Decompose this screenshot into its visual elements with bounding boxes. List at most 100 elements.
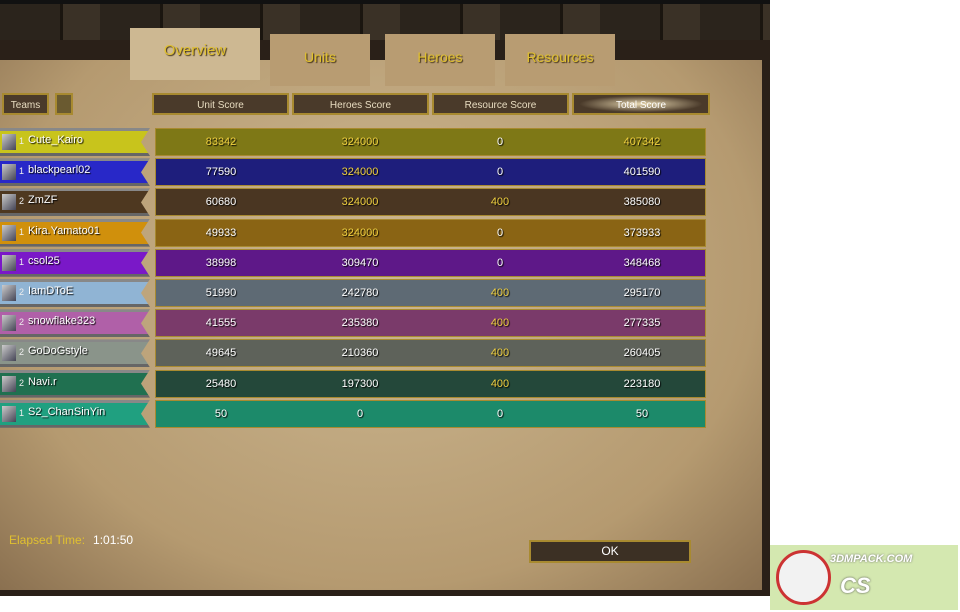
unit-score: 49645 [205, 347, 237, 360]
race-icon [2, 254, 16, 271]
player-name: Cute_Kairo [28, 134, 84, 146]
heroes-score: 0 [356, 407, 364, 420]
player-row: 2 snowflake323 41555 235380 400 277335 [0, 309, 708, 338]
unit-score: 49933 [205, 226, 237, 239]
total-score: 277335 [623, 317, 661, 330]
watermark-text: CS [840, 573, 871, 598]
player-name-bar: 2 IamDToE [0, 279, 150, 307]
player-name: IamDToE [28, 285, 74, 297]
player-name-bar: 1 csol25 [0, 248, 150, 277]
total-score: 348468 [623, 256, 661, 269]
player-row: 1 Kira.Yamato01 49933 324000 0 373933 [0, 218, 708, 247]
column-unit-score[interactable]: Unit Score [152, 93, 289, 115]
total-score: 401590 [623, 166, 661, 179]
player-name: ZmZF [28, 194, 58, 207]
team-number: 1 [19, 226, 25, 237]
total-score: 385080 [623, 196, 661, 209]
player-row: 2 Navi.r 25480 197300 400 223180 [0, 369, 708, 398]
score-bar: 51990 242780 400 295170 [155, 279, 706, 307]
elapsed-value: 1:01:50 [93, 533, 134, 547]
player-row: 1 S2_ChanSinYin 50 0 0 50 [0, 399, 708, 428]
player-name-bar: 1 S2_ChanSinYin [0, 399, 150, 428]
race-icon [2, 405, 16, 422]
column-total-score[interactable]: Total Score [572, 93, 710, 115]
race-icon [2, 134, 16, 150]
score-bar: 49933 324000 0 373933 [155, 218, 706, 247]
player-name: Kira.Yamato01 [28, 224, 100, 237]
team-number: 2 [19, 377, 25, 388]
score-bar: 60680 324000 400 385080 [155, 188, 706, 217]
player-name: blackpearl02 [28, 164, 91, 177]
race-icon [2, 375, 16, 392]
tab-heroes[interactable]: Heroes [385, 34, 495, 86]
heroes-score: 324000 [341, 226, 379, 239]
team-number: 1 [19, 166, 25, 177]
unit-score: 41555 [205, 317, 237, 330]
player-name-bar: 2 snowflake323 [0, 309, 150, 338]
column-heroes-score[interactable]: Heroes Score [292, 93, 429, 115]
player-row: 2 IamDToE 51990 242780 400 295170 [0, 279, 708, 307]
team-number: 1 [19, 136, 25, 146]
elapsed-time: Elapsed Time: 1:01:50 [9, 533, 133, 547]
unit-score: 77590 [205, 166, 237, 179]
unit-score: 60680 [205, 196, 237, 209]
unit-score: 50 [214, 407, 228, 420]
team-toggle-icon[interactable] [55, 93, 73, 115]
player-name-bar: 2 Navi.r [0, 369, 150, 398]
unit-score: 38998 [205, 256, 237, 269]
elapsed-label: Elapsed Time: [9, 533, 86, 547]
ok-button[interactable]: OK [529, 540, 691, 563]
unit-score: 51990 [205, 287, 237, 299]
tab-overview[interactable]: Overview [130, 28, 260, 80]
team-number: 2 [19, 347, 25, 358]
resource-score: 400 [490, 287, 510, 299]
heroes-score: 324000 [341, 136, 379, 148]
resource-score: 0 [496, 256, 504, 269]
tab-resources[interactable]: Resources [505, 34, 615, 86]
heroes-score: 242780 [341, 287, 379, 299]
watermark-logo: 3DMPACK.COM CS [770, 545, 958, 610]
score-bar: 49645 210360 400 260405 [155, 339, 706, 368]
total-score: 295170 [623, 287, 661, 299]
heroes-score: 235380 [341, 317, 379, 330]
wood-frame [0, 0, 770, 40]
resource-score: 0 [496, 407, 504, 420]
column-resource-score[interactable]: Resource Score [432, 93, 569, 115]
heroes-score: 197300 [341, 377, 379, 390]
resource-score: 0 [496, 166, 504, 179]
score-bar: 38998 309470 0 348468 [155, 248, 706, 277]
score-bar: 41555 235380 400 277335 [155, 309, 706, 338]
player-name: S2_ChanSinYin [28, 405, 106, 418]
resource-score: 400 [490, 377, 510, 390]
race-icon [2, 315, 16, 332]
race-icon [2, 224, 16, 241]
total-score: 373933 [623, 226, 661, 239]
score-bar: 25480 197300 400 223180 [155, 369, 706, 398]
player-name: Navi.r [28, 375, 57, 388]
teams-button[interactable]: Teams [2, 93, 49, 115]
player-row: 1 csol25 38998 309470 0 348468 [0, 248, 708, 277]
heroes-score: 324000 [341, 196, 379, 209]
heroes-score: 309470 [341, 256, 379, 269]
player-row: 2 GoDoGstyle 49645 210360 400 260405 [0, 339, 708, 368]
race-icon [2, 194, 16, 211]
resource-score: 400 [490, 196, 510, 209]
player-name: csol25 [28, 254, 60, 267]
team-number: 2 [19, 317, 25, 328]
player-name-bar: 1 blackpearl02 [0, 158, 150, 187]
watermark-site: 3DMPACK.COM [830, 553, 913, 565]
player-name: snowflake323 [28, 315, 96, 328]
team-number: 1 [19, 407, 25, 418]
tab-units[interactable]: Units [270, 34, 370, 86]
team-number: 2 [19, 287, 25, 297]
player-row: 1 Cute_Kairo 83342 324000 0 407342 [0, 128, 708, 156]
resource-score: 0 [496, 136, 504, 148]
player-name-bar: 1 Cute_Kairo [0, 128, 150, 156]
total-score: 223180 [623, 377, 661, 390]
player-name-bar: 2 GoDoGstyle [0, 339, 150, 368]
player-row: 2 ZmZF 60680 324000 400 385080 [0, 188, 708, 217]
player-row: 1 blackpearl02 77590 324000 0 401590 [0, 158, 708, 187]
resource-score: 400 [490, 347, 510, 360]
score-screen: Overview Units Heroes Resources Teams Un… [0, 0, 770, 596]
race-icon [2, 164, 16, 181]
